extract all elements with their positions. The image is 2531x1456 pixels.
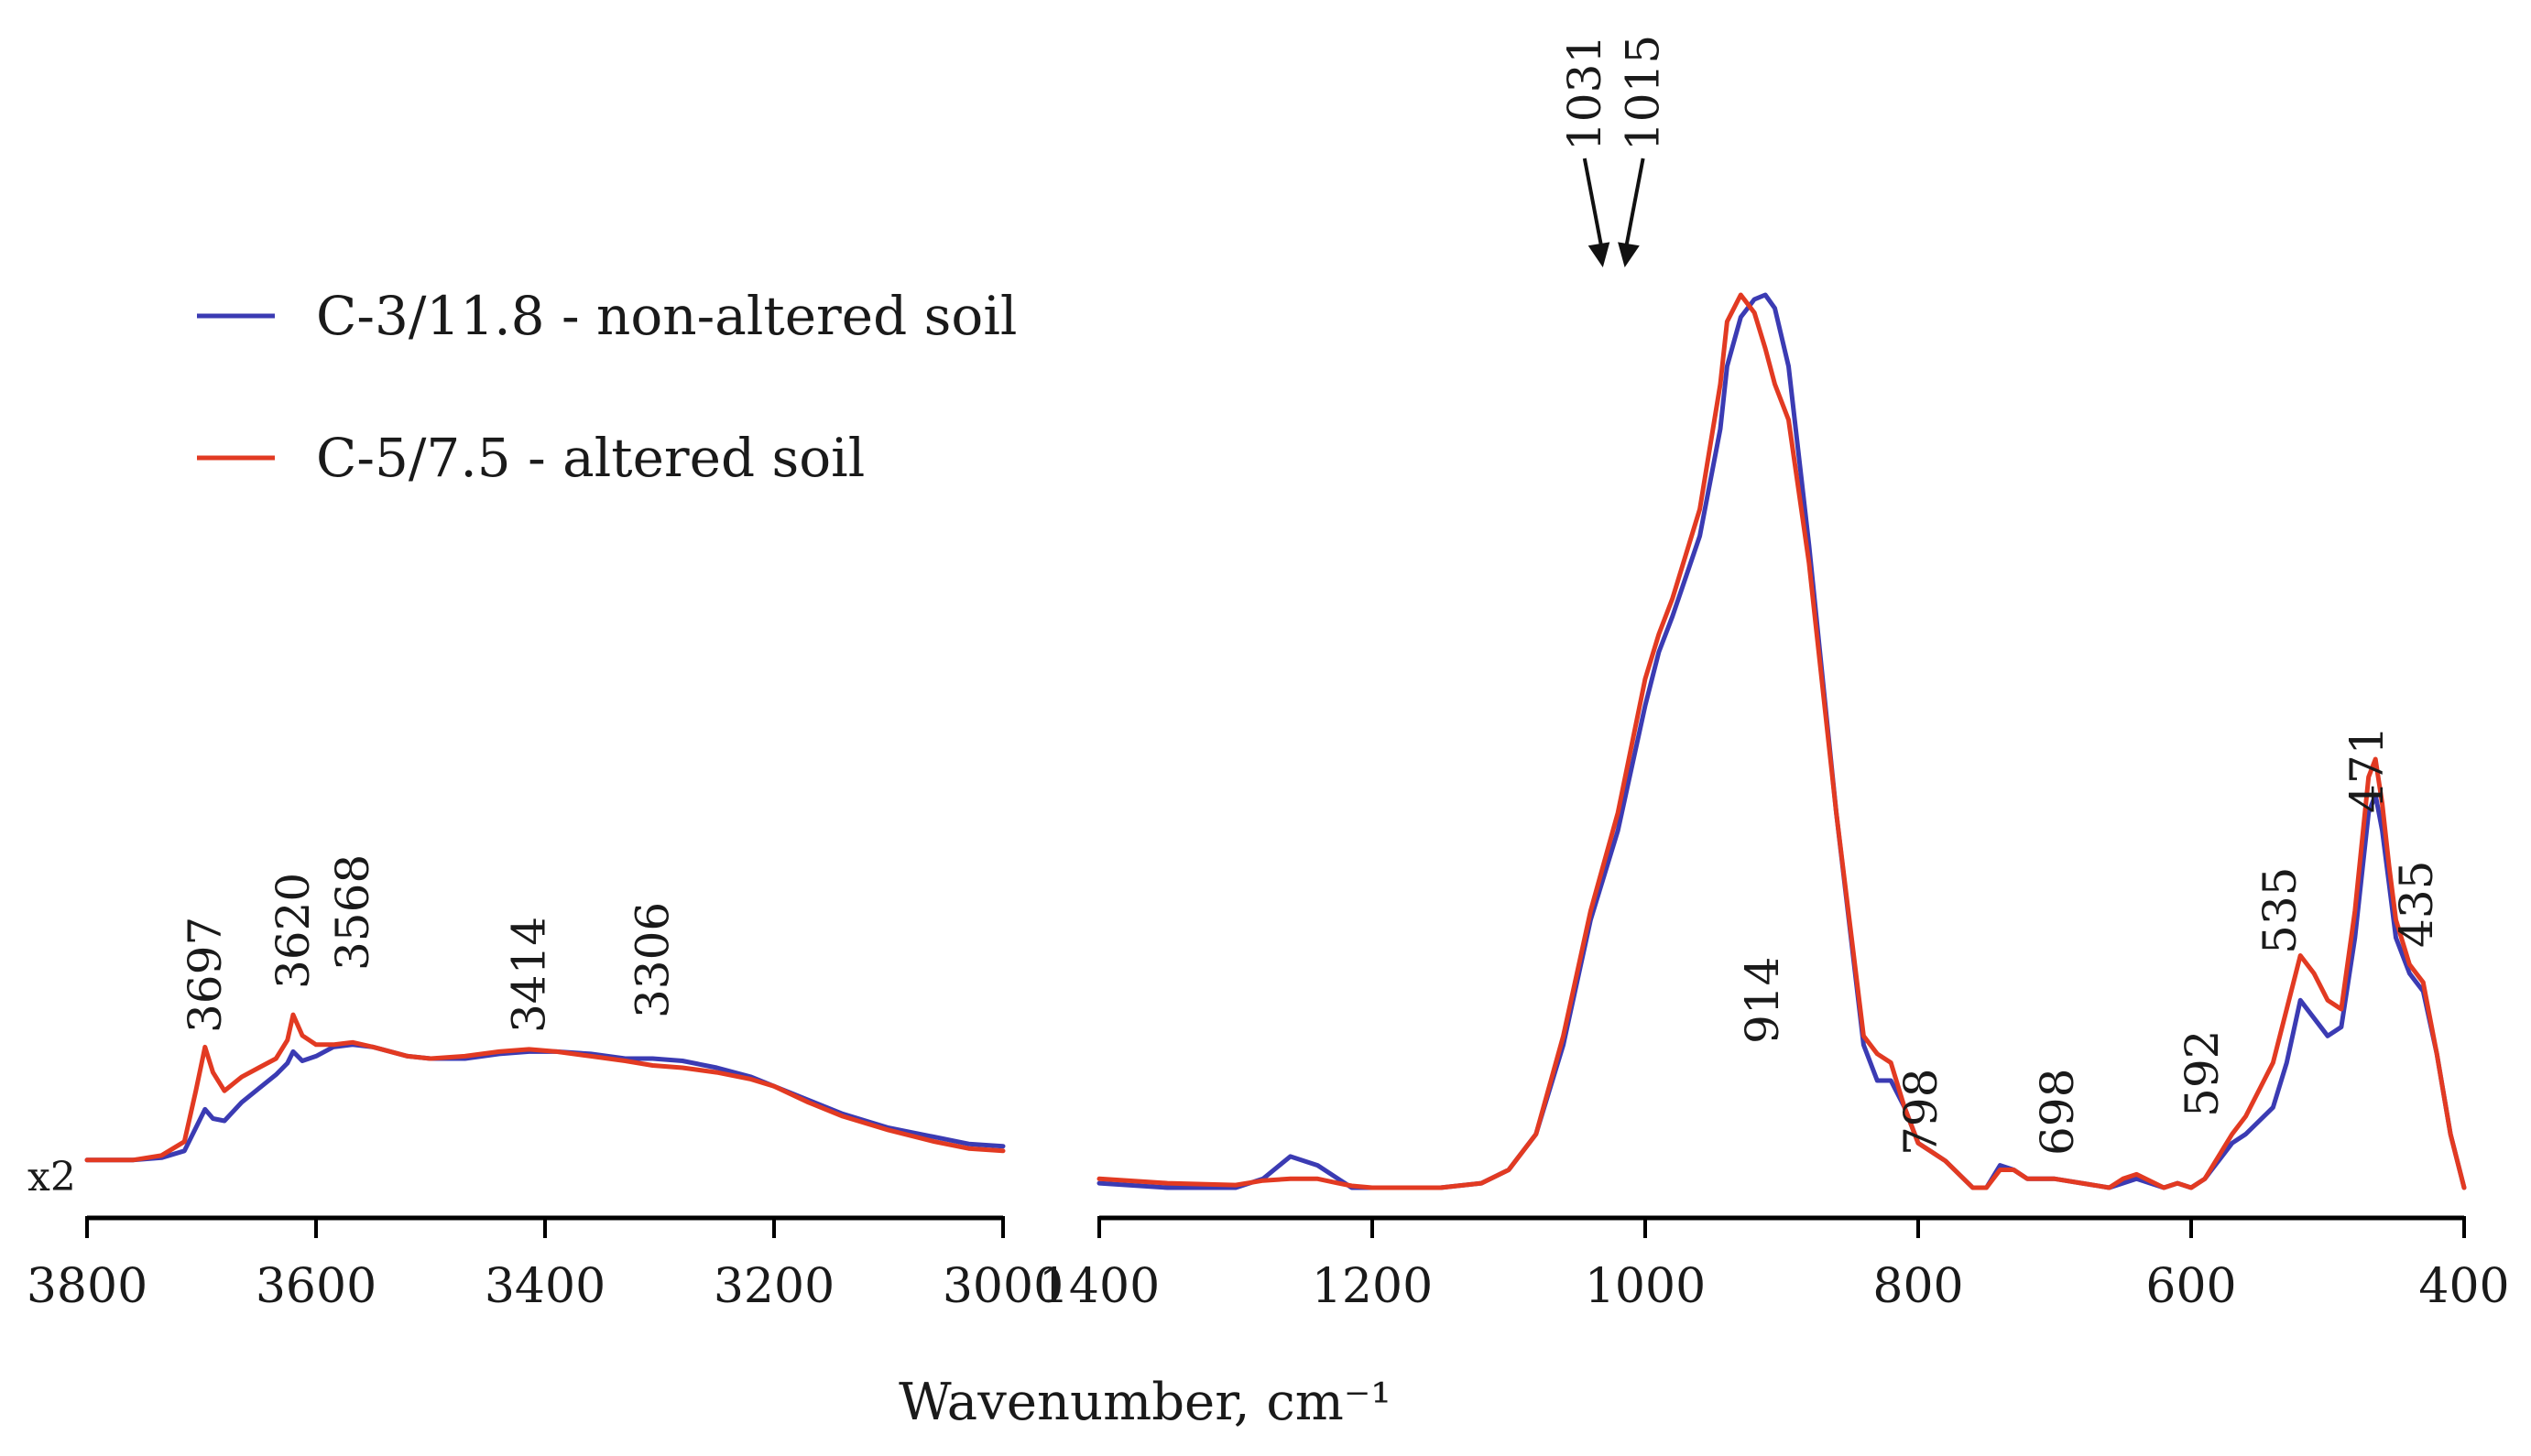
x-tick-label-400: 400 (2418, 1259, 2509, 1314)
peak-label-435: 435 (2390, 861, 2443, 948)
x-tick-label-800: 800 (1872, 1259, 1963, 1314)
peak-label-3697: 3697 (179, 917, 232, 1033)
x-axis-title: Wavenumber, cm⁻¹ (899, 1373, 1391, 1432)
legend-label-non-altered: C-3/11.8 - non-altered soil (316, 285, 1017, 347)
legend-label-altered: C-5/7.5 - altered soil (316, 427, 865, 489)
x-tick-label-1200: 1200 (1312, 1259, 1433, 1314)
series-line-non-altered-fp (1096, 292, 2467, 1190)
peak-arrowhead-1015 (1618, 242, 1640, 267)
peak-label-3620: 3620 (267, 873, 320, 989)
x-tick-label-3600: 3600 (256, 1259, 376, 1314)
series-line-altered-fp (1096, 292, 2467, 1190)
peak-label-3414: 3414 (503, 917, 556, 1033)
peak-label-471: 471 (2340, 726, 2394, 813)
series-line-non-altered-oh (84, 1042, 1006, 1163)
peak-label-698: 698 (2031, 1069, 2084, 1156)
peak-label-535: 535 (2253, 867, 2307, 954)
peak-arrow-1015 (1622, 158, 1645, 255)
x-tick-label-3400: 3400 (485, 1259, 605, 1314)
peak-label-592: 592 (2176, 1030, 2229, 1117)
peak-label-1015: 1015 (1617, 35, 1670, 151)
peak-label-798: 798 (1894, 1069, 1947, 1156)
peak-arrow-1031 (1582, 158, 1605, 255)
x-tick-label-3000: 3000 (943, 1259, 1064, 1314)
x-tick-label-1400: 1400 (1039, 1259, 1160, 1314)
peak-label-914: 914 (1736, 957, 1789, 1044)
peak-label-3306: 3306 (627, 902, 680, 1018)
x-tick-label-1000: 1000 (1585, 1259, 1706, 1314)
x-tick-label-600: 600 (2145, 1259, 2236, 1314)
peak-arrowhead-1031 (1587, 242, 1610, 267)
series-line-altered-oh (84, 1012, 1006, 1163)
x-tick-label-3800: 3800 (27, 1259, 147, 1314)
peak-label-3568: 3568 (326, 854, 379, 971)
panel-oh-region: 3800 3600 3400 3200 3000 3697 3620 3568 3414 3306 (27, 854, 1064, 1314)
panel-fingerprint-region: 1400 1200 1000 800 600 400 1031 1015 914 798 698 59… (1039, 35, 2510, 1314)
x-tick-label-3200: 3200 (714, 1259, 835, 1314)
peak-label-1031: 1031 (1558, 35, 1611, 151)
chart-legend: C-3/11.8 - non-altered soil C-5/7.5 - al… (197, 285, 1017, 489)
intensity-multiplier-label: x2 (27, 1154, 76, 1201)
